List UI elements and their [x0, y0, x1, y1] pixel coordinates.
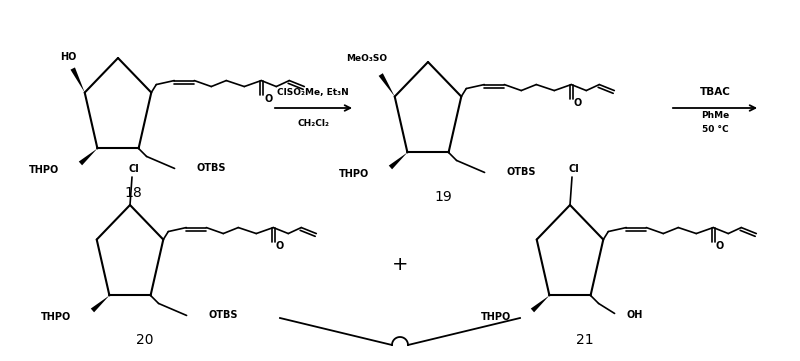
Text: O: O [275, 240, 283, 251]
Text: OH: OH [626, 310, 643, 321]
Text: 18: 18 [124, 186, 142, 200]
Polygon shape [530, 295, 550, 312]
Polygon shape [378, 73, 394, 96]
Text: ClSO₂Me, Et₃N: ClSO₂Me, Et₃N [277, 87, 349, 96]
Text: 21: 21 [576, 333, 594, 347]
Text: O: O [264, 93, 273, 104]
Text: 19: 19 [434, 190, 452, 204]
Text: OTBS: OTBS [209, 310, 238, 321]
Text: 20: 20 [136, 333, 154, 347]
Text: 50 °C: 50 °C [702, 126, 728, 135]
Text: +: + [392, 256, 408, 274]
Text: PhMe: PhMe [701, 112, 729, 121]
Text: OTBS: OTBS [506, 168, 536, 178]
Polygon shape [78, 148, 98, 165]
Text: THPO: THPO [41, 313, 71, 322]
Text: HO: HO [61, 52, 77, 61]
Text: MeO₃SO: MeO₃SO [346, 54, 387, 63]
Text: O: O [715, 240, 723, 251]
Polygon shape [90, 295, 110, 312]
Text: Cl: Cl [129, 164, 139, 174]
Text: O: O [573, 97, 582, 108]
Text: TBAC: TBAC [699, 87, 730, 97]
Polygon shape [389, 152, 407, 169]
Text: THPO: THPO [339, 169, 370, 179]
Polygon shape [70, 68, 85, 92]
Text: THPO: THPO [29, 165, 59, 175]
Text: Cl: Cl [569, 164, 579, 174]
Text: CH₂Cl₂: CH₂Cl₂ [297, 119, 329, 129]
Text: THPO: THPO [481, 313, 511, 322]
Text: OTBS: OTBS [197, 164, 226, 173]
